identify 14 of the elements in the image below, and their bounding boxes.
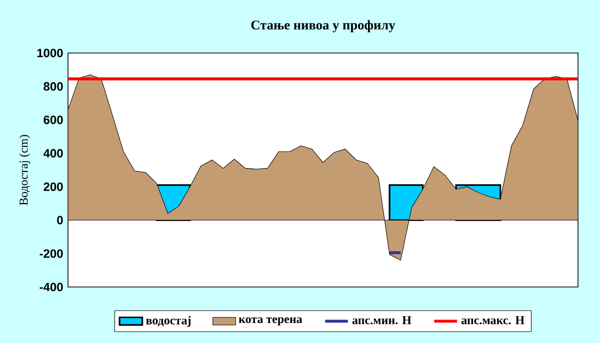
y-tick-label: -400 bbox=[40, 282, 63, 292]
y-tick-label: 1000 bbox=[37, 48, 63, 58]
y-tick-label: 0 bbox=[57, 216, 63, 224]
y-axis-title: Водостај (cm) bbox=[19, 134, 30, 206]
legend-label: водостај bbox=[146, 316, 190, 327]
y-tick-label: -200 bbox=[40, 249, 63, 258]
y-tick-label: 400 bbox=[43, 149, 63, 158]
legend-label: апс.макс. Н bbox=[462, 316, 524, 324]
y-tick-label: 600 bbox=[44, 116, 63, 124]
chart-title: Стање нивоа у профилу bbox=[251, 20, 396, 32]
legend-label: апс.мин. Н bbox=[352, 316, 412, 324]
legend-label: кота терена bbox=[238, 317, 302, 326]
y-tick-label: 800 bbox=[44, 82, 63, 91]
y-tick-label: 200 bbox=[44, 182, 63, 191]
